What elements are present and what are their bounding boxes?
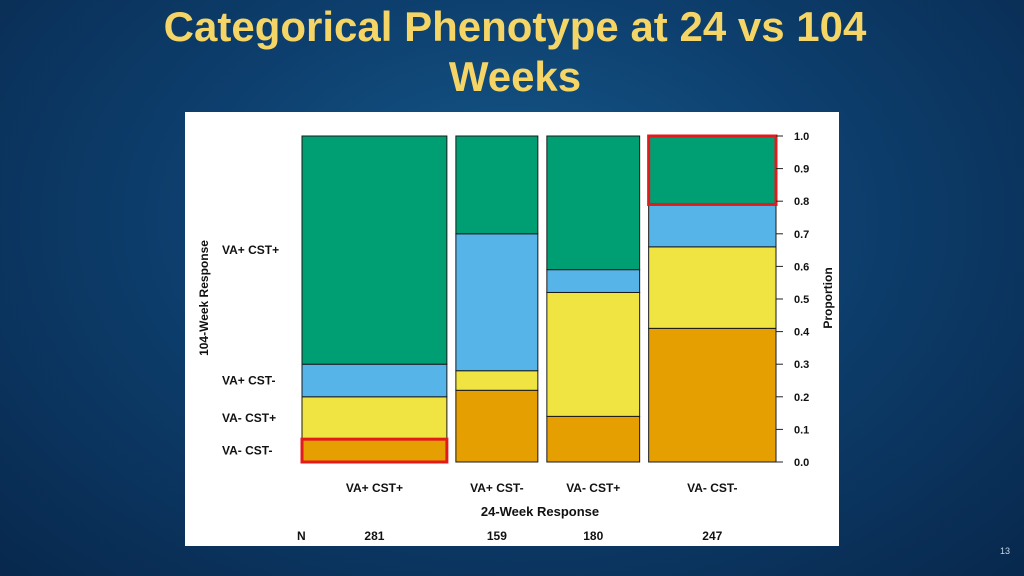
- title-line-2: Weeks: [448, 53, 582, 100]
- segment-3-2: [648, 203, 777, 248]
- mosaic-chart-panel: 0.0 0.1 0.2 0.3 0.4 0.5 0.6 0.7 0.8 0.9 1.0 VA+ CS…: [185, 112, 839, 546]
- n-labels: N 281 159 180 247: [297, 529, 723, 543]
- y-tick-label-3: 0.3: [794, 359, 809, 371]
- slide-title: Categorical Phenotype at 24 vs 104 Weeks: [110, 2, 920, 102]
- x-axis-label: 24-Week Response: [481, 504, 599, 519]
- segment-0-1: [301, 396, 448, 440]
- segment-0-2: [301, 363, 448, 398]
- segment-0-0: [301, 438, 448, 463]
- segment-2-1: [546, 291, 641, 417]
- y-tick-label-7: 0.7: [794, 229, 809, 241]
- segment-2-3: [546, 135, 641, 271]
- title-line-1: Categorical Phenotype at 24 vs 104: [163, 3, 867, 50]
- y-axis-label-right: Proportion: [821, 267, 835, 328]
- mosaic-chart: 0.0 0.1 0.2 0.3 0.4 0.5 0.6 0.7 0.8 0.9 1.0 VA+ CS…: [197, 131, 835, 543]
- highlights-layer: [300, 134, 778, 464]
- segment-3-0: [648, 327, 777, 463]
- segment-2-2: [546, 269, 641, 293]
- n-value-1: 159: [487, 529, 507, 543]
- row-label-0: VA+ CST+: [222, 243, 279, 257]
- segment-2-0: [546, 415, 641, 463]
- y-tick-label-5: 0.5: [794, 294, 809, 306]
- y-tick-label-9: 0.9: [794, 164, 809, 176]
- segment-1-0: [455, 389, 539, 463]
- y-tick-label-4: 0.4: [794, 327, 810, 339]
- segments-layer: [301, 135, 777, 463]
- row-label-3: VA- CST-: [222, 444, 272, 458]
- n-axis-label: N: [297, 529, 306, 543]
- column-label-2: VA- CST+: [566, 481, 620, 495]
- column-label-3: VA- CST-: [687, 481, 737, 495]
- n-value-0: 281: [364, 529, 384, 543]
- y-tick-label-2: 0.2: [794, 392, 809, 404]
- row-labels: VA+ CST+ VA+ CST- VA- CST+ VA- CST-: [222, 243, 279, 457]
- y-tick-label-1: 0.1: [794, 424, 809, 436]
- segment-3-3: [648, 135, 777, 205]
- slide-number: 13: [999, 546, 1010, 556]
- highlight-box-1: [647, 134, 778, 206]
- highlight-box-0: [300, 437, 449, 464]
- y-axis-label-left: 104-Week Response: [197, 240, 211, 356]
- y-tick-label-6: 0.6: [794, 261, 809, 273]
- column-label-0: VA+ CST+: [346, 481, 403, 495]
- row-label-2: VA- CST+: [222, 411, 276, 425]
- row-label-1: VA+ CST-: [222, 374, 275, 388]
- segment-1-3: [455, 135, 539, 235]
- y-tick-label-8: 0.8: [794, 196, 809, 208]
- y-axis: 0.0 0.1 0.2 0.3 0.4 0.5 0.6 0.7 0.8 0.9 1.0: [776, 131, 810, 469]
- segment-3-1: [648, 246, 777, 329]
- y-tick-label-0: 0.0: [794, 457, 809, 469]
- n-value-2: 180: [583, 529, 603, 543]
- segment-1-1: [455, 370, 539, 391]
- y-tick-label-10: 1.0: [794, 131, 809, 143]
- column-labels: VA+ CST+ VA+ CST- VA- CST+ VA- CST-: [346, 481, 738, 495]
- segment-1-2: [455, 233, 539, 372]
- segment-0-3: [301, 135, 448, 365]
- column-label-1: VA+ CST-: [470, 481, 523, 495]
- n-value-3: 247: [702, 529, 722, 543]
